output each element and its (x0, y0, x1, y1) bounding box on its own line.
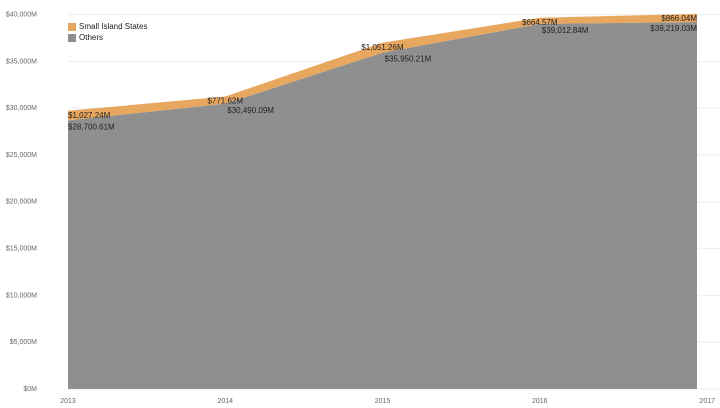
y-tick-label: $35,000M (6, 58, 37, 65)
area (68, 13, 697, 121)
value-label: $28,700.61M (68, 123, 115, 132)
value-label: $39,012.84M (542, 26, 589, 35)
value-label: $866.04M (661, 14, 697, 23)
value-label: $30,490.09M (227, 106, 274, 115)
y-tick-label: $40,000M (6, 12, 37, 19)
x-tick-label: 2017 (699, 398, 715, 405)
area (68, 21, 697, 390)
y-tick-label: $25,000M (6, 152, 37, 159)
x-tick-label: 2015 (375, 398, 391, 405)
x-tick-label: 2013 (60, 398, 76, 405)
y-tick-label: $15,000M (6, 245, 37, 252)
y-tick-label: $0M (23, 386, 37, 393)
y-tick-label: $20,000M (6, 199, 37, 206)
x-tick-label: 2014 (217, 398, 233, 405)
legend-label: Small Island States (79, 22, 147, 31)
value-label: $1,027.24M (68, 111, 111, 120)
y-tick-label: $5,000M (10, 339, 37, 346)
y-tick-label: $10,000M (6, 292, 37, 299)
value-label: $39,219.03M (650, 24, 697, 33)
legend-swatch (68, 23, 76, 31)
value-label: $771.62M (207, 97, 243, 106)
value-label: $35,950.21M (385, 55, 432, 64)
x-tick-label: 2016 (532, 398, 548, 405)
value-label: $1,051.26M (361, 43, 404, 52)
legend-label: Others (79, 33, 103, 42)
y-tick-label: $30,000M (6, 105, 37, 112)
value-label: $664.57M (522, 18, 558, 27)
legend-swatch (68, 34, 76, 42)
